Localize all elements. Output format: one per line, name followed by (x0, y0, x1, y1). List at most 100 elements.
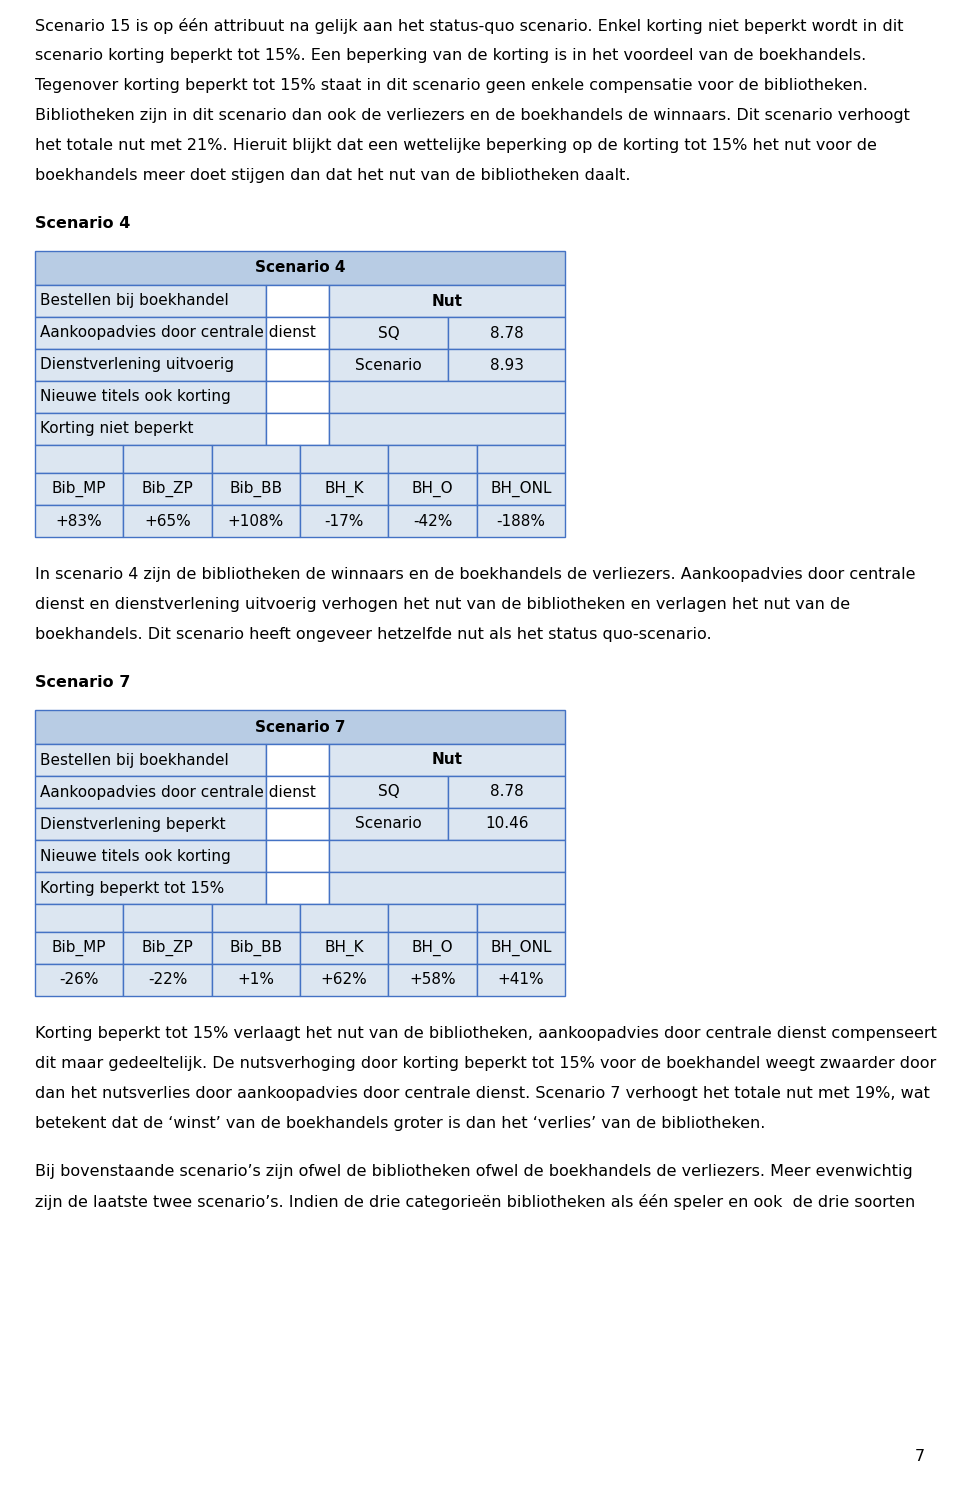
Bar (300, 932, 389, 963)
Bar (35, 809, 266, 840)
Bar (329, 840, 565, 873)
Bar (35, 445, 123, 474)
Bar (35, 474, 123, 505)
Bar (35, 904, 123, 932)
Text: Bib_BB: Bib_BB (229, 940, 282, 956)
Bar (35, 381, 266, 412)
Text: Scenario 7: Scenario 7 (254, 719, 346, 734)
Text: zijn de laatste twee scenario’s. Indien de drie categorieën bibliotheken als één: zijn de laatste twee scenario’s. Indien … (35, 1194, 915, 1211)
Text: BH_K: BH_K (324, 940, 364, 956)
Text: het totale nut met 21%. Hieruit blijkt dat een wettelijke beperking op de kortin: het totale nut met 21%. Hieruit blijkt d… (35, 138, 876, 153)
Text: +83%: +83% (56, 514, 103, 529)
Text: Nieuwe titels ook korting: Nieuwe titels ook korting (40, 390, 230, 405)
Bar (448, 776, 565, 809)
Text: Bib_MP: Bib_MP (52, 481, 107, 497)
Bar (448, 348, 565, 381)
Bar (266, 348, 329, 381)
Bar (389, 474, 477, 505)
Text: Scenario 7: Scenario 7 (35, 675, 131, 689)
Bar (329, 381, 565, 412)
Bar (35, 252, 565, 284)
Text: BH_ONL: BH_ONL (491, 481, 552, 497)
Text: BH_O: BH_O (412, 481, 453, 497)
Bar (389, 904, 477, 932)
Text: dienst en dienstverlening uitvoerig verhogen het nut van de bibliotheken en verl: dienst en dienstverlening uitvoerig verh… (35, 597, 851, 612)
Bar (123, 932, 211, 963)
Text: Scenario: Scenario (355, 816, 422, 831)
Bar (35, 776, 266, 809)
Bar (35, 932, 123, 963)
Text: +62%: +62% (321, 972, 368, 987)
Bar (211, 505, 300, 538)
Bar (35, 744, 266, 776)
Bar (329, 284, 565, 317)
Text: In scenario 4 zijn de bibliotheken de winnaars en de boekhandels de verliezers. : In scenario 4 zijn de bibliotheken de wi… (35, 567, 916, 582)
Bar (329, 348, 448, 381)
Text: -188%: -188% (496, 514, 545, 529)
Text: 7: 7 (915, 1449, 925, 1464)
Text: Bestellen bij boekhandel: Bestellen bij boekhandel (40, 752, 228, 767)
Text: Bib_BB: Bib_BB (229, 481, 282, 497)
Bar (300, 445, 389, 474)
Bar (329, 317, 448, 348)
Bar (266, 873, 329, 904)
Text: 8.78: 8.78 (490, 326, 523, 341)
Bar (266, 317, 329, 348)
Text: Scenario 4: Scenario 4 (254, 261, 346, 275)
Text: +58%: +58% (409, 972, 456, 987)
Bar (300, 963, 389, 996)
Bar (211, 963, 300, 996)
Bar (477, 505, 565, 538)
Text: scenario korting beperkt tot 15%. Een beperking van de korting is in het voordee: scenario korting beperkt tot 15%. Een be… (35, 48, 866, 63)
Bar (35, 710, 565, 744)
Text: 10.46: 10.46 (485, 816, 528, 831)
Bar (477, 932, 565, 963)
Bar (389, 445, 477, 474)
Bar (35, 963, 123, 996)
Bar (123, 474, 211, 505)
Bar (35, 505, 123, 538)
Text: Tegenover korting beperkt tot 15% staat in dit scenario geen enkele compensatie : Tegenover korting beperkt tot 15% staat … (35, 77, 868, 92)
Text: Nut: Nut (432, 293, 463, 308)
Text: Bibliotheken zijn in dit scenario dan ook de verliezers en de boekhandels de win: Bibliotheken zijn in dit scenario dan oo… (35, 109, 910, 124)
Bar (389, 505, 477, 538)
Text: 8.93: 8.93 (490, 357, 524, 372)
Text: Aankoopadvies door centrale dienst: Aankoopadvies door centrale dienst (40, 785, 316, 800)
Bar (448, 809, 565, 840)
Bar (35, 317, 266, 348)
Text: dan het nutsverlies door aankoopadvies door centrale dienst. Scenario 7 verhoogt: dan het nutsverlies door aankoopadvies d… (35, 1085, 930, 1100)
Bar (211, 474, 300, 505)
Text: -26%: -26% (60, 972, 99, 987)
Bar (477, 474, 565, 505)
Bar (477, 445, 565, 474)
Bar (266, 284, 329, 317)
Text: -42%: -42% (413, 514, 452, 529)
Text: Nut: Nut (432, 752, 463, 767)
Bar (35, 284, 266, 317)
Text: Bij bovenstaande scenario’s zijn ofwel de bibliotheken ofwel de boekhandels de v: Bij bovenstaande scenario’s zijn ofwel d… (35, 1164, 913, 1179)
Text: Bib_ZP: Bib_ZP (142, 940, 193, 956)
Bar (123, 904, 211, 932)
Bar (266, 412, 329, 445)
Text: -22%: -22% (148, 972, 187, 987)
Text: BH_ONL: BH_ONL (491, 940, 552, 956)
Bar (448, 317, 565, 348)
Bar (35, 412, 266, 445)
Bar (211, 932, 300, 963)
Text: BH_O: BH_O (412, 940, 453, 956)
Text: SQ: SQ (378, 785, 399, 800)
Bar (300, 474, 389, 505)
Text: Scenario: Scenario (355, 357, 422, 372)
Bar (329, 776, 448, 809)
Text: Bib_MP: Bib_MP (52, 940, 107, 956)
Text: 8.78: 8.78 (490, 785, 523, 800)
Text: -17%: -17% (324, 514, 364, 529)
Bar (300, 904, 389, 932)
Text: Aankoopadvies door centrale dienst: Aankoopadvies door centrale dienst (40, 326, 316, 341)
Text: +65%: +65% (144, 514, 191, 529)
Bar (35, 873, 266, 904)
Text: +41%: +41% (497, 972, 544, 987)
Bar (35, 348, 266, 381)
Text: Korting niet beperkt: Korting niet beperkt (40, 421, 194, 436)
Bar (389, 963, 477, 996)
